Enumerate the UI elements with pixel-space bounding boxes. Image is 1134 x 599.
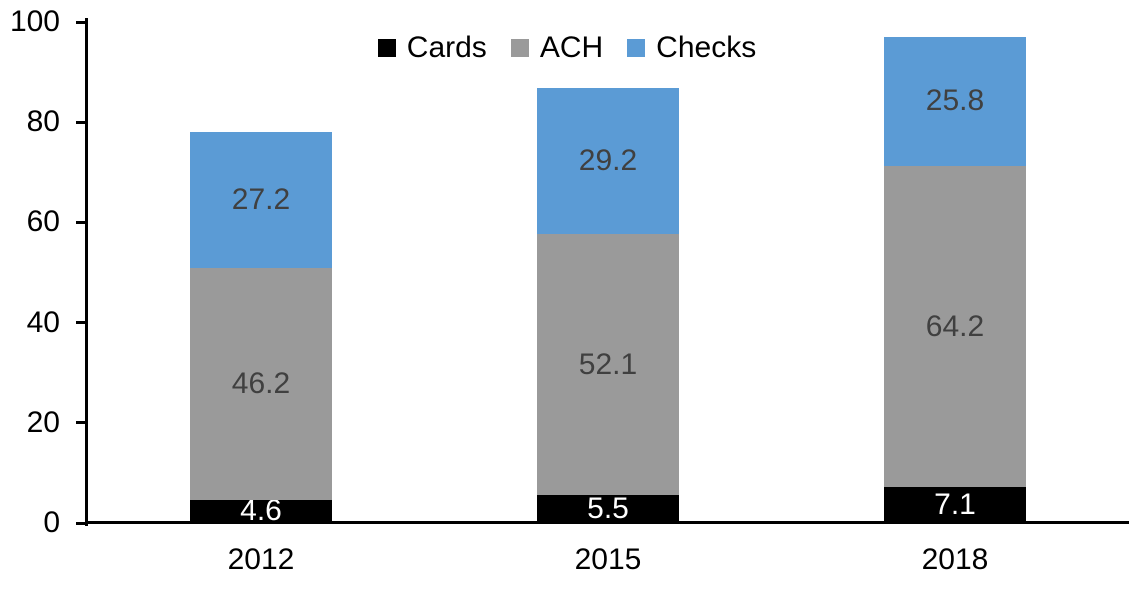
- bar-segment-ach-2018: 64.2: [884, 165, 1026, 488]
- data-label: 64.2: [925, 309, 985, 343]
- y-axis-tick: [76, 522, 85, 525]
- legend-item-cards: Cards: [377, 31, 487, 64]
- y-axis-tick-label: 20: [26, 406, 60, 439]
- x-axis-label-2018: 2018: [921, 543, 989, 576]
- data-label: 4.6: [240, 494, 282, 528]
- data-label: 27.2: [231, 183, 291, 217]
- data-label: 25.8: [925, 84, 985, 118]
- y-axis-tick: [76, 221, 85, 224]
- y-axis-tick-label: 100: [9, 5, 60, 38]
- y-axis-tick-label: 40: [26, 306, 60, 339]
- legend-label: ACH: [539, 31, 604, 64]
- legend-item-checks: Checks: [627, 33, 756, 63]
- y-axis-tick: [76, 121, 85, 124]
- bar-segment-checks-2018: 25.8: [884, 36, 1026, 166]
- chart-legend: Cards ACH Checks: [0, 33, 1134, 63]
- data-label: 5.5: [587, 492, 629, 526]
- bar-segment-checks-2015: 29.2: [537, 88, 679, 235]
- data-label: 29.2: [578, 144, 638, 178]
- y-axis-tick: [76, 421, 85, 424]
- y-axis-tick-label: 0: [43, 506, 60, 539]
- data-label: 52.1: [578, 347, 638, 381]
- x-axis-label-2012: 2012: [227, 543, 295, 576]
- legend-swatch-ach-icon: [510, 39, 529, 57]
- data-label: 46.2: [231, 367, 291, 401]
- legend-swatch-cards-icon: [377, 39, 396, 57]
- y-axis-tick: [76, 21, 85, 24]
- legend-swatch-checks-icon: [627, 39, 646, 57]
- x-axis-label-2015: 2015: [574, 543, 642, 576]
- legend-item-ach: ACH: [510, 31, 604, 64]
- data-label: 7.1: [934, 488, 976, 522]
- bar-segment-cards-2018: 7.1: [884, 487, 1026, 523]
- bar-segment-cards-2015: 5.5: [537, 492, 679, 526]
- y-axis-tick-label: 60: [26, 205, 60, 238]
- y-axis-line: [85, 18, 88, 526]
- bar-segment-ach-2012: 46.2: [190, 268, 332, 500]
- legend-label: Cards: [406, 31, 487, 64]
- bar-segment-ach-2015: 52.1: [537, 234, 679, 496]
- y-axis-tick-label: 80: [26, 105, 60, 138]
- legend-label: Checks: [656, 31, 757, 64]
- bar-segment-checks-2012: 27.2: [190, 132, 332, 269]
- y-axis-tick: [76, 321, 85, 324]
- bar-segment-cards-2012: 4.6: [190, 496, 332, 526]
